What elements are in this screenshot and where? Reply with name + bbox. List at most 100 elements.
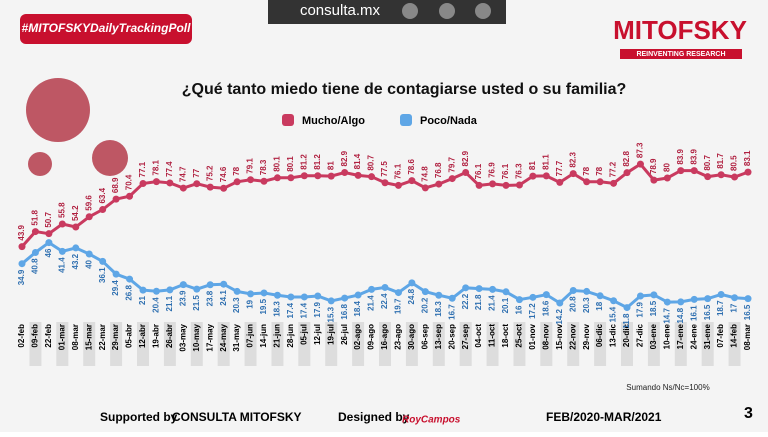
x-tick-label: 17-may [205,323,214,351]
point [421,184,429,192]
point [448,175,456,183]
point [515,181,523,189]
point [475,181,483,189]
data-label: 36.1 [98,267,107,283]
point [58,247,66,255]
x-label-band [352,322,365,366]
data-label: 83.9 [689,148,698,164]
point [650,176,658,184]
data-label: 81.7 [716,153,725,169]
data-label: 29.4 [111,280,120,296]
x-tick-label: 02-feb [17,324,26,348]
point [72,244,80,252]
data-label: 78.3 [259,159,268,175]
x-label-band [728,322,741,366]
point [529,293,537,301]
x-tick-label: 19-jul [326,324,335,345]
point [112,270,120,278]
point [368,173,376,181]
youtube-icon[interactable] [475,3,491,19]
data-label: 78.1 [152,159,161,175]
data-label: 21.4 [367,295,376,311]
point [556,178,564,186]
x-label-band [271,322,284,366]
x-label-band [56,322,69,366]
x-tick-label: 15-mar [84,324,93,350]
point [704,295,712,303]
data-label: 24.1 [219,290,228,306]
data-label: 20.2 [420,297,429,313]
x-tick-label: 02-ago [353,324,362,350]
point [85,250,93,258]
x-label-band [217,322,230,366]
x-tick-label: 15-nov [555,323,564,349]
facebook-icon[interactable] [439,3,455,19]
x-label-band [647,322,660,366]
x-label-band [513,322,526,366]
point [408,177,416,185]
data-label: 81.2 [313,154,322,170]
point [704,173,712,181]
x-label-band [110,322,123,366]
data-label: 20.4 [152,297,161,313]
x-tick-label: 22-mar [98,324,107,350]
twitter-icon[interactable] [402,3,418,19]
data-label: 20.3 [582,297,591,313]
point [610,179,618,187]
data-label: 76.1 [394,163,403,179]
data-label: 15.3 [326,306,335,322]
data-label: 68.9 [111,177,120,193]
site[interactable]: consulta.mx [300,2,381,19]
x-tick-label: 23-ago [394,324,403,350]
point [300,172,308,180]
data-label: 16.5 [703,304,712,320]
sponsor: CONSULTA MITOFSKY [172,410,302,424]
data-label: 82.8 [622,151,631,167]
designed: Designed by [338,410,410,424]
point [18,243,26,251]
data-label: 77.2 [609,161,618,177]
data-label: 87.3 [636,142,645,158]
point [542,291,550,299]
point [327,172,335,180]
x-tick-label: 04-oct [474,324,483,348]
virus-image [26,78,90,142]
x-tick-label: 26-abr [165,324,174,348]
x-tick-label: 14-feb [730,324,739,348]
data-label: 81 [326,161,335,170]
x-tick-label: 30-ago [407,324,416,350]
period: FEB/2020-MAR/2021 [546,410,662,424]
point [58,220,66,228]
x-tick-label: 05-jul [299,324,308,345]
x-label-band [459,322,472,366]
point [690,167,698,175]
point [273,291,281,299]
x-tick-label: 26-jul [340,324,349,345]
data-label: 74.6 [219,166,228,182]
point [381,179,389,187]
x-tick-label: 13-sep [434,324,443,349]
point [247,290,255,298]
data-label: 18.4 [353,300,362,316]
point [744,295,752,303]
data-label: 20.8 [568,296,577,312]
x-tick-label: 25-oct [515,324,524,348]
data-label: 55.8 [57,202,66,218]
x-tick-label: 27-dic [636,323,645,347]
point [341,168,349,176]
point [475,285,483,293]
data-label: 19.5 [259,298,268,314]
data-label: 70.4 [125,174,134,190]
point [489,285,497,293]
point [220,184,228,192]
virus-image [92,140,128,176]
point [408,279,416,287]
point [233,287,241,295]
x-tick-label: 12-jul [313,324,322,345]
data-label: 82.9 [461,150,470,166]
data-label: 16.1 [689,305,698,321]
x-tick-label: 03-ene [649,323,658,349]
point [717,171,725,179]
data-label: 18.5 [649,300,658,316]
